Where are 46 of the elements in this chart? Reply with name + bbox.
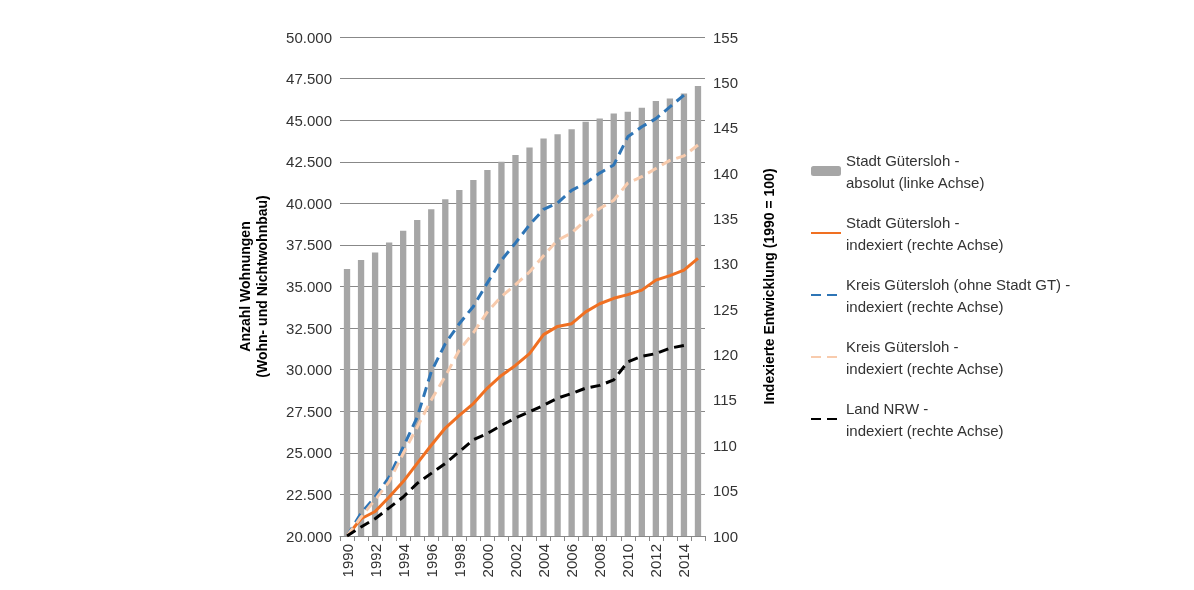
y2-tick-label: 145: [713, 119, 739, 137]
legend-label: Kreis Gütersloh - indexiert (rechte Achse): [846, 337, 1004, 377]
y-tick-label: 32.500: [286, 319, 332, 337]
y2-tick-label: 140: [713, 164, 739, 182]
y2-tick-label: 120: [713, 346, 739, 364]
x-tick-label: 1996: [422, 544, 440, 578]
y-axis-title: Anzahl Wohnungen (Wohn- und Nichtwohnbau): [236, 195, 270, 378]
y2-tick-label: 135: [713, 209, 739, 227]
y-tick-label: 47.500: [286, 70, 332, 88]
y-tick-label: 22.500: [286, 485, 332, 503]
y-tick-label: 25.000: [286, 444, 332, 462]
y2-tick-label: 100: [713, 527, 739, 545]
legend-label: Kreis Gütersloh (ohne Stadt GT) - indexiert (rechte Achse): [846, 275, 1071, 315]
x-tick-label: 2014: [675, 544, 693, 578]
y-tick-label: 50.000: [286, 28, 332, 46]
x-tick-label: 2012: [647, 544, 665, 578]
y-tick-label: 42.500: [286, 153, 332, 171]
y2-tick-label: 155: [713, 28, 739, 46]
y-tick-label: 45.000: [286, 111, 332, 129]
x-tick-label: 2008: [591, 544, 609, 578]
x-tick-label: 2000: [478, 544, 496, 578]
x-tick-label: 1990: [338, 544, 356, 578]
x-tick-label: 1992: [366, 544, 384, 578]
line-series: [345, 343, 686, 538]
y2-tick-label: 130: [713, 255, 739, 273]
y2-tick-label: 150: [713, 73, 739, 91]
y-tick-label: 20.000: [286, 527, 332, 545]
y2-axis-title: Indexierte Entwicklung (1990 = 100): [760, 168, 777, 405]
y-tick-label: 35.000: [286, 278, 332, 295]
x-tick-label: 1994: [394, 544, 412, 578]
y-tick-label: 37.500: [286, 236, 332, 254]
x-tick-label: 2010: [619, 544, 637, 578]
legend-label: Land NRW - indexiert (rechte Achse): [846, 399, 1004, 439]
y2-tick-label: 125: [713, 300, 739, 318]
legend-label: Stadt Gütersloh - indexiert (rechte Achse): [846, 213, 1004, 253]
x-tick-label: 2004: [535, 544, 553, 578]
y2-tick-label: 115: [713, 391, 737, 409]
y-tick-label: 40.000: [286, 194, 332, 212]
legend-label: Stadt Gütersloh - absolut (linke Achse): [846, 151, 985, 191]
y2-tick-label: 110: [713, 436, 737, 454]
x-tick-label: 1998: [450, 544, 468, 578]
y2-tick-label: 105: [713, 482, 739, 500]
y-tick-label: 30.000: [286, 361, 332, 379]
y-tick-label: 27.500: [286, 402, 332, 420]
x-tick-label: 2002: [506, 544, 524, 578]
x-tick-label: 2006: [563, 544, 581, 578]
